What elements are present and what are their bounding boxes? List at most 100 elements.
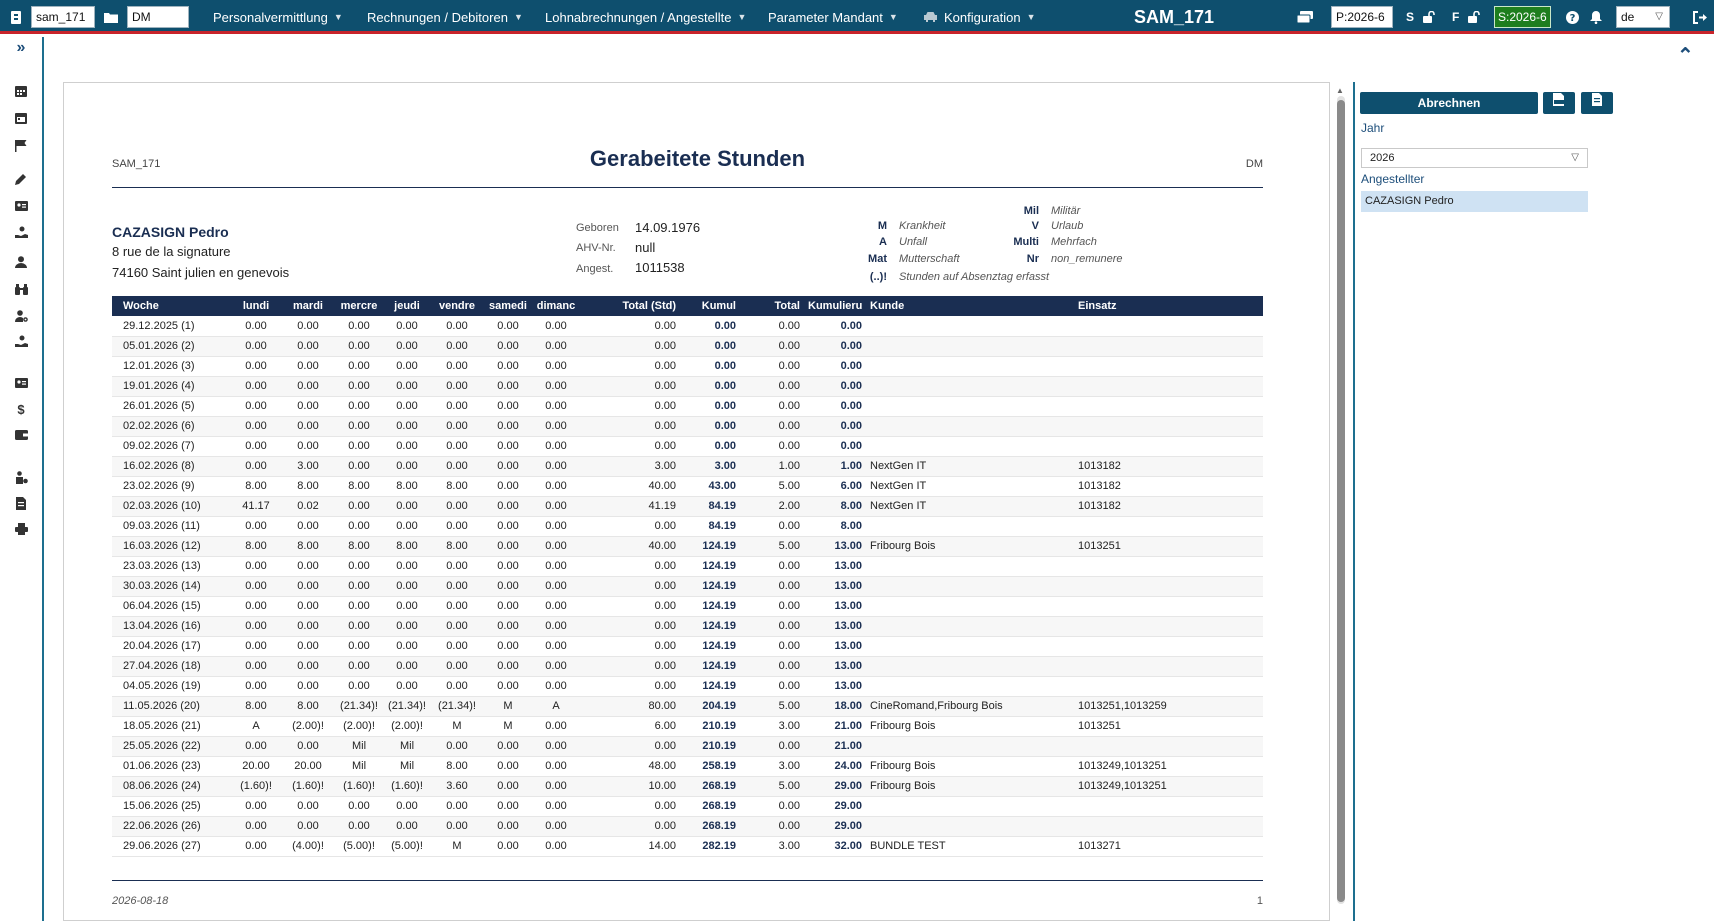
document-export-icon[interactable]	[1581, 92, 1613, 114]
menu-lohnabrechnungen[interactable]: Lohnabrechnungen / Angestellte ▼	[545, 0, 746, 34]
unlock-icon[interactable]	[1423, 0, 1435, 34]
cell-total: 0.00	[740, 576, 804, 597]
cell-total-hours: 0.00	[580, 356, 680, 377]
pencil-icon[interactable]	[13, 173, 29, 187]
user-cog-icon[interactable]	[13, 310, 29, 324]
cell-tuesday: 8.00	[282, 476, 334, 497]
cell-friday: 0.00	[430, 676, 484, 697]
column-header: Kunde	[866, 296, 1074, 316]
menu-personalvermittlung[interactable]: Personalvermittlung ▼	[213, 0, 343, 34]
hand-coin-icon[interactable]	[13, 335, 29, 349]
unlock-icon[interactable]	[1468, 0, 1480, 34]
cell-cumulative-2: 18.00	[804, 696, 866, 717]
cell-cumulative-2: 0.00	[804, 316, 866, 337]
cell-tuesday: 0.00	[282, 736, 334, 757]
cell-total: 0.00	[740, 316, 804, 337]
cell-total-hours: 0.00	[580, 656, 680, 677]
cell-total-hours: 0.00	[580, 376, 680, 397]
cell-tuesday: 0.00	[282, 556, 334, 577]
cell-total: 3.00	[740, 836, 804, 857]
cell-friday: 0.00	[430, 336, 484, 357]
calendar-icon[interactable]	[13, 85, 29, 99]
chevron-down-icon: ▼	[1026, 12, 1036, 22]
scroll-up-icon[interactable]: ▲	[1336, 86, 1344, 95]
cell-week: 02.03.2026 (10)	[112, 496, 230, 517]
employee-list-item[interactable]: CAZASIGN Pedro	[1361, 191, 1588, 212]
s-period-badge[interactable]: S:2026-6	[1494, 6, 1551, 28]
cell-cumulative-2: 32.00	[804, 836, 866, 857]
cell-saturday: 0.00	[484, 476, 532, 497]
help-icon[interactable]: ?	[1566, 0, 1579, 34]
cell-customer	[866, 396, 1074, 417]
id-card-icon[interactable]	[13, 200, 29, 214]
cell-week: 08.06.2026 (24)	[112, 776, 230, 797]
user-icon[interactable]	[13, 256, 29, 270]
cell-cumulative: 0.00	[680, 416, 740, 437]
cell-wednesday: 0.00	[334, 436, 384, 457]
cell-assignment	[1074, 556, 1263, 577]
cell-thursday: 0.00	[384, 336, 430, 357]
logout-icon[interactable]	[1693, 0, 1707, 34]
id-card-icon[interactable]	[13, 377, 29, 391]
cell-cumulative-2: 13.00	[804, 556, 866, 577]
folder-input[interactable]: DM	[127, 6, 189, 28]
wallet-icon[interactable]	[13, 429, 29, 443]
document-icon[interactable]	[13, 497, 29, 511]
cell-tuesday: 0.00	[282, 416, 334, 437]
flag-icon[interactable]	[13, 140, 29, 154]
chevron-down-icon: ▼	[888, 12, 898, 22]
cell-cumulative-2: 0.00	[804, 396, 866, 417]
legend-code: M	[877, 220, 887, 232]
cell-thursday: 0.00	[384, 396, 430, 417]
cell-week: 09.03.2026 (11)	[112, 516, 230, 537]
table-row: 13.04.2026 (16) 0.00 0.00 0.00 0.00 0.00 0.00 0…	[112, 616, 1263, 637]
cell-wednesday: 0.00	[334, 676, 384, 697]
expand-icon[interactable]: »	[16, 39, 26, 56]
table-row: 22.06.2026 (26) 0.00 0.00 0.00 0.00 0.00 0.00 0…	[112, 816, 1263, 837]
report-scrollbar[interactable]: ▲	[1335, 86, 1345, 904]
bell-icon[interactable]	[1590, 0, 1602, 34]
dollar-icon[interactable]: $	[17, 402, 25, 417]
binoculars-icon[interactable]	[13, 284, 29, 298]
collapse-up-icon[interactable]: ⌃	[1677, 45, 1694, 67]
cell-friday: 0.00	[430, 516, 484, 537]
cell-customer	[866, 516, 1074, 537]
footer-page-number: 1	[1256, 895, 1263, 907]
legend-code: Multi	[1013, 236, 1039, 248]
year-select[interactable]: 2026 ▽	[1361, 148, 1588, 168]
scrollbar-thumb[interactable]	[1337, 100, 1345, 902]
abrechnen-button[interactable]: Abrechnen	[1360, 92, 1538, 114]
cell-week: 25.05.2026 (22)	[112, 736, 230, 757]
calendar-icon[interactable]	[13, 112, 29, 126]
cell-week: 11.05.2026 (20)	[112, 696, 230, 717]
printer-icon[interactable]	[13, 523, 29, 537]
pdf-export-icon[interactable]	[1543, 92, 1575, 114]
cell-total: 2.00	[740, 496, 804, 517]
cell-saturday: 0.00	[484, 556, 532, 577]
cell-cumulative: 258.19	[680, 756, 740, 777]
hours-table: Woche lundi mardi mercre jeudi vendre sa…	[112, 296, 1263, 857]
cell-monday: 0.00	[230, 596, 282, 617]
cell-assignment	[1074, 336, 1263, 357]
s-label: S	[1406, 10, 1415, 24]
menu-parameter-mandant[interactable]: Parameter Mandant ▼	[768, 0, 898, 34]
cell-thursday: 0.00	[384, 456, 430, 477]
cell-friday: 0.00	[430, 616, 484, 637]
menu-konfiguration[interactable]: Konfiguration ▼	[924, 0, 1036, 34]
table-row: 25.05.2026 (22) 0.00 0.00 Mil Mil 0.00 0.00 0.0…	[112, 736, 1263, 757]
cell-cumulative: 124.19	[680, 576, 740, 597]
cell-assignment	[1074, 576, 1263, 597]
mandant-input[interactable]: sam_171	[31, 6, 95, 28]
menu-rechnungen[interactable]: Rechnungen / Debitoren ▼	[367, 0, 523, 34]
period-input[interactable]: P:2026-6	[1331, 6, 1393, 28]
book-icon[interactable]	[11, 0, 21, 34]
cell-customer: Fribourg Bois	[866, 716, 1074, 737]
table-header-row: Woche lundi mardi mercre jeudi vendre sa…	[112, 296, 1263, 316]
hand-coin-icon[interactable]	[13, 226, 29, 240]
language-select[interactable]: de ▽	[1616, 6, 1670, 28]
user-check-icon[interactable]	[13, 471, 29, 485]
legend-text: non_remunere	[1051, 253, 1123, 265]
cell-week: 04.05.2026 (19)	[112, 676, 230, 697]
folder-icon[interactable]	[104, 0, 118, 34]
switch-window-icon[interactable]	[1297, 0, 1313, 34]
